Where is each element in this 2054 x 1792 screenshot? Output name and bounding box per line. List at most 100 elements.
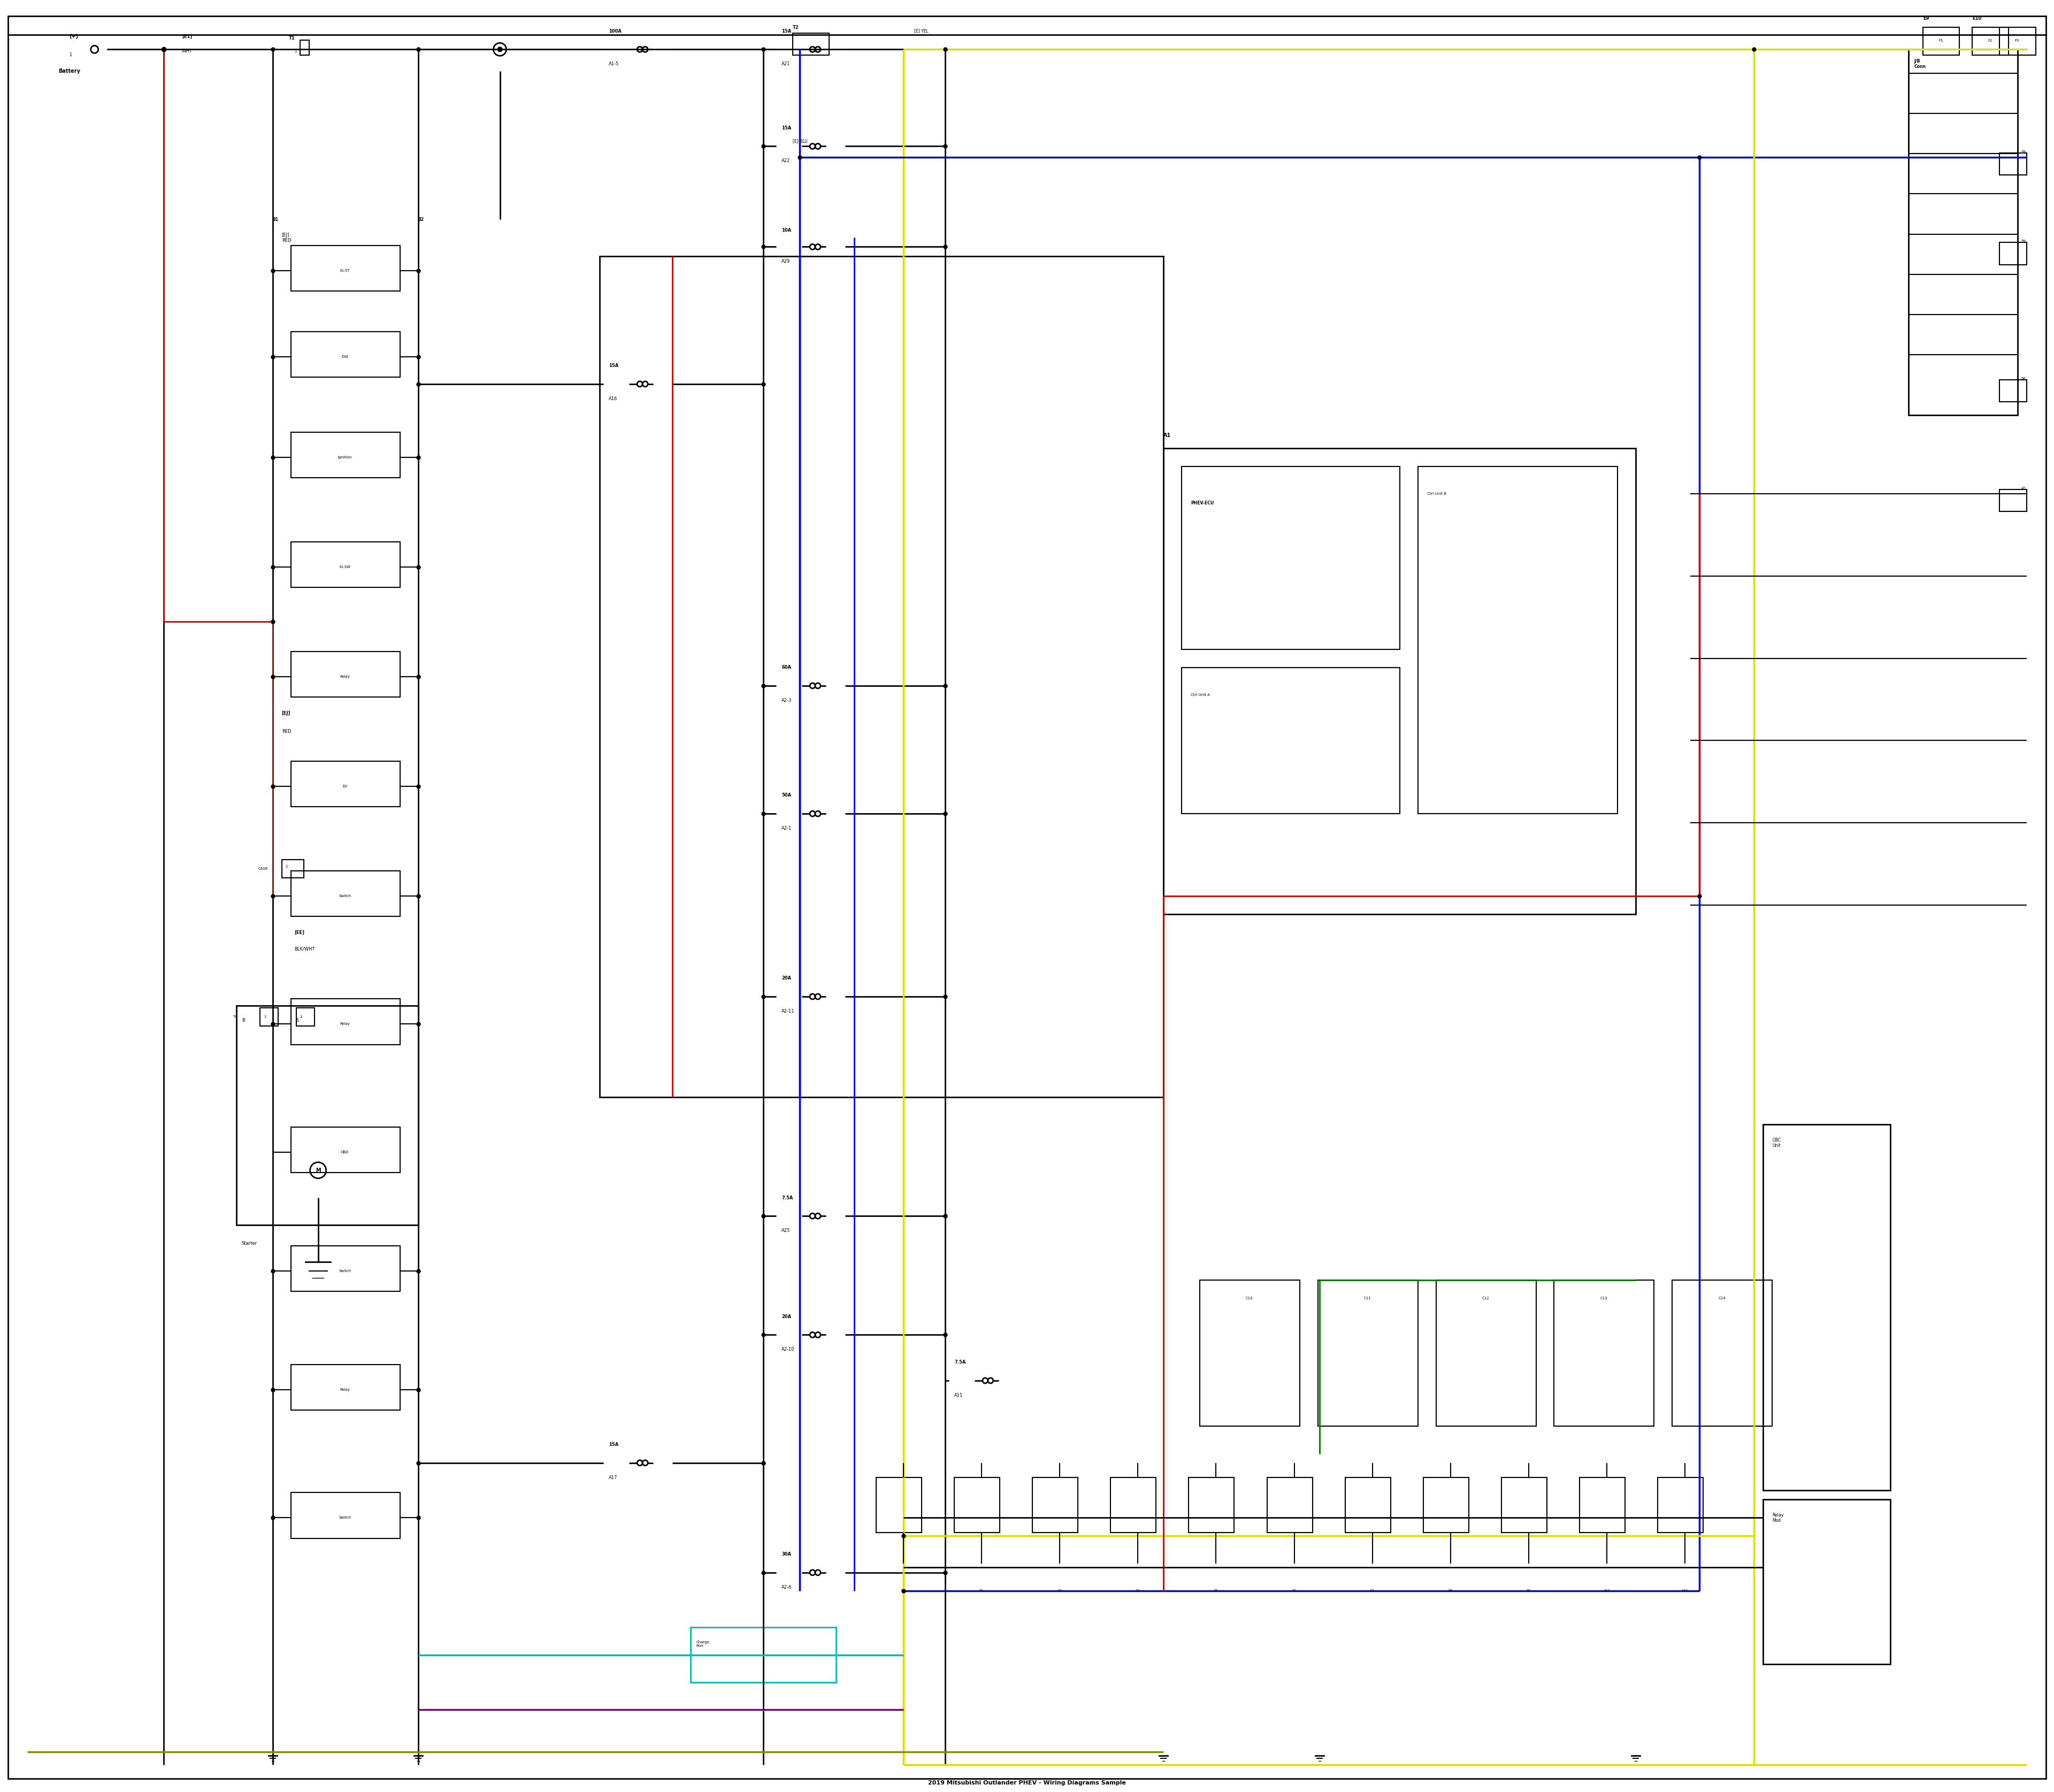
Text: 60A: 60A bbox=[783, 665, 791, 670]
Bar bbox=[1189, 1477, 1234, 1532]
Text: A29: A29 bbox=[783, 260, 791, 263]
Text: Relay: Relay bbox=[339, 1023, 349, 1025]
Bar bbox=[236, 1005, 419, 1226]
Bar bbox=[877, 1477, 922, 1532]
Text: 100A: 100A bbox=[608, 29, 622, 34]
Text: C13: C13 bbox=[1600, 1297, 1608, 1299]
Bar bbox=[690, 1627, 836, 1683]
Text: M: M bbox=[316, 1168, 320, 1174]
Text: Starter: Starter bbox=[242, 1242, 257, 1245]
Bar bbox=[1999, 242, 2027, 265]
Text: F3: F3 bbox=[2015, 39, 2019, 43]
Bar bbox=[1501, 1477, 1547, 1532]
Bar bbox=[292, 1493, 401, 1538]
Bar bbox=[300, 39, 308, 56]
Text: Switch: Switch bbox=[339, 894, 351, 898]
Bar bbox=[1580, 1477, 1625, 1532]
Bar bbox=[1436, 1279, 1536, 1426]
Text: PHEV-ECU: PHEV-ECU bbox=[1191, 500, 1214, 505]
Text: 1: 1 bbox=[263, 1014, 265, 1018]
Text: Battery: Battery bbox=[58, 68, 80, 73]
Text: 30A: 30A bbox=[783, 1552, 791, 1557]
Text: Switch: Switch bbox=[339, 1516, 351, 1520]
Text: S6: S6 bbox=[1292, 1590, 1296, 1593]
Text: A22: A22 bbox=[783, 158, 791, 163]
Text: OBD: OBD bbox=[341, 1150, 349, 1154]
Text: A11: A11 bbox=[955, 1392, 963, 1398]
Text: [EE]: [EE] bbox=[294, 930, 304, 935]
Text: A2-1: A2-1 bbox=[783, 826, 793, 831]
Bar bbox=[292, 432, 401, 478]
Text: A1-5: A1-5 bbox=[608, 61, 618, 66]
Text: [E] YEL: [E] YEL bbox=[914, 29, 928, 34]
Text: A21: A21 bbox=[783, 61, 791, 66]
Text: A2-3: A2-3 bbox=[783, 697, 793, 702]
Text: Relay: Relay bbox=[339, 1389, 349, 1391]
Text: 59: 59 bbox=[2021, 240, 2025, 244]
Text: Relay: Relay bbox=[339, 676, 349, 677]
Bar bbox=[1762, 1125, 1890, 1491]
Bar bbox=[1200, 1279, 1300, 1426]
Text: Charge
Port: Charge Port bbox=[696, 1640, 709, 1647]
Bar bbox=[281, 860, 304, 878]
Text: BLK/WHT: BLK/WHT bbox=[294, 946, 314, 952]
Text: E10: E10 bbox=[1972, 16, 1982, 22]
Bar bbox=[1658, 1477, 1703, 1532]
Text: Ctrl Unit A: Ctrl Unit A bbox=[1191, 694, 1210, 697]
Text: Switch: Switch bbox=[339, 1269, 351, 1272]
Text: S8: S8 bbox=[1448, 1590, 1452, 1593]
Text: [E1]: [E1] bbox=[181, 34, 193, 39]
Text: 15A: 15A bbox=[783, 125, 791, 131]
Text: S2: S2 bbox=[980, 1590, 984, 1593]
Bar bbox=[1972, 27, 2009, 56]
Text: B2: B2 bbox=[419, 217, 423, 222]
Bar bbox=[1033, 1477, 1078, 1532]
Text: 42: 42 bbox=[2021, 487, 2025, 489]
Bar bbox=[1423, 1477, 1469, 1532]
Text: 10A: 10A bbox=[783, 228, 791, 233]
Text: S1: S1 bbox=[902, 1590, 906, 1593]
Text: A17: A17 bbox=[608, 1475, 618, 1480]
Text: 1: 1 bbox=[70, 52, 72, 57]
Text: IGN: IGN bbox=[341, 355, 349, 358]
Text: A25: A25 bbox=[783, 1228, 791, 1233]
Text: B1: B1 bbox=[273, 217, 279, 222]
Text: A16: A16 bbox=[608, 396, 618, 401]
Text: A1: A1 bbox=[1163, 432, 1171, 437]
Text: A2-11: A2-11 bbox=[783, 1009, 795, 1014]
Text: 15A: 15A bbox=[608, 1443, 618, 1446]
Text: B: B bbox=[242, 1018, 244, 1023]
Text: 66: 66 bbox=[2021, 376, 2025, 380]
Text: E9: E9 bbox=[1923, 16, 1929, 22]
Text: J/B
Conn: J/B Conn bbox=[1914, 59, 1927, 70]
Text: C10: C10 bbox=[1245, 1297, 1253, 1299]
Text: [EJ]: [EJ] bbox=[281, 711, 290, 715]
Bar bbox=[292, 1127, 401, 1172]
Bar bbox=[1999, 27, 2036, 56]
Bar bbox=[1181, 466, 1399, 649]
Text: [EJ]
RED: [EJ] RED bbox=[281, 233, 292, 244]
Bar bbox=[793, 32, 830, 56]
Bar bbox=[1181, 667, 1399, 814]
Bar bbox=[292, 652, 401, 697]
Text: S3: S3 bbox=[1058, 1590, 1062, 1593]
Bar bbox=[1672, 1279, 1773, 1426]
Bar bbox=[296, 1007, 314, 1025]
Text: C11: C11 bbox=[1364, 1297, 1372, 1299]
Text: 7.5A: 7.5A bbox=[955, 1360, 965, 1366]
Text: 59: 59 bbox=[2021, 151, 2025, 154]
Text: T1: T1 bbox=[290, 36, 296, 41]
Bar bbox=[1319, 1279, 1417, 1426]
Text: 50A: 50A bbox=[783, 794, 791, 797]
Bar bbox=[1163, 448, 1635, 914]
Text: Ctrl Unit B: Ctrl Unit B bbox=[1428, 493, 1446, 495]
Bar bbox=[292, 871, 401, 916]
Bar bbox=[292, 1245, 401, 1292]
Bar bbox=[1999, 380, 2027, 401]
Bar bbox=[292, 998, 401, 1045]
Bar bbox=[261, 1007, 277, 1025]
Bar bbox=[1923, 27, 1960, 56]
Text: 2019 Mitsubishi Outlander PHEV - Wiring Diagrams Sample: 2019 Mitsubishi Outlander PHEV - Wiring … bbox=[928, 1779, 1126, 1785]
Text: A2-10: A2-10 bbox=[783, 1348, 795, 1351]
Text: S4: S4 bbox=[1136, 1590, 1140, 1593]
